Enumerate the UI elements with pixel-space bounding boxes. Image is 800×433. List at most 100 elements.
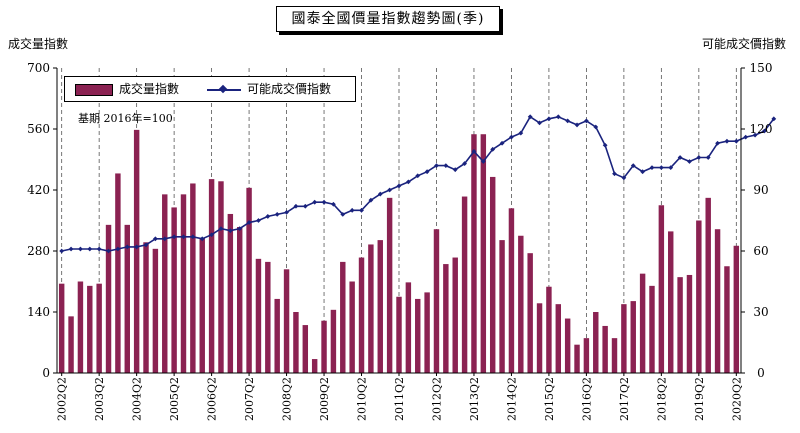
volume-bar [536, 303, 543, 373]
x-tick-label: 2007Q2 [243, 377, 256, 421]
volume-bar [171, 207, 177, 373]
price-point [115, 246, 121, 252]
x-tick-label: 2003Q2 [93, 377, 106, 421]
volume-bar [705, 197, 711, 373]
volume-bar [143, 242, 149, 373]
price-point [583, 118, 589, 124]
price-point [415, 173, 421, 179]
volume-bar [227, 213, 234, 373]
price-point [733, 138, 739, 144]
volume-bar [630, 301, 636, 373]
price-point [546, 116, 552, 122]
price-point [134, 244, 140, 250]
price-point [752, 132, 758, 138]
price-point [499, 140, 505, 146]
legend-item-volume: 成交量指數 [75, 77, 179, 101]
volume-bar [96, 283, 102, 373]
volume-bar [368, 244, 374, 373]
price-point [274, 212, 280, 217]
volume-bar [358, 257, 365, 373]
price-point [471, 148, 477, 154]
volume-bar [218, 181, 224, 373]
price-point [59, 248, 65, 254]
volume-bar [199, 237, 205, 373]
price-point [227, 228, 233, 234]
volume-bar [349, 281, 355, 373]
volume-bar [87, 285, 93, 373]
legend: 成交量指數 可能成交價指數 [64, 76, 356, 102]
price-point [621, 175, 627, 181]
price-point [359, 207, 364, 213]
volume-bar [124, 224, 130, 373]
volume-bar [499, 240, 505, 373]
volume-bar [611, 338, 618, 373]
volume-bar [405, 282, 412, 373]
volume-bar [733, 245, 740, 373]
x-tick-label: 2014Q2 [505, 377, 518, 421]
price-line [59, 114, 777, 254]
price-point [124, 244, 130, 250]
x-tick-label: 2018Q2 [655, 377, 668, 421]
price-point [377, 191, 383, 197]
line-marker-icon [207, 85, 241, 95]
volume-bar [208, 179, 215, 373]
volume-bar [546, 286, 552, 373]
price-point [668, 165, 674, 171]
volume-bar [461, 196, 468, 373]
x-tick-label: 2013Q2 [468, 377, 481, 421]
volume-bar [649, 285, 655, 373]
price-point [640, 169, 646, 175]
volume-bar [246, 187, 252, 373]
bar-swatch-icon [75, 83, 113, 96]
base-period-note: 基期 2016年=100 [78, 112, 173, 125]
price-point [209, 232, 215, 238]
volume-bar [152, 248, 159, 373]
legend-label-volume: 成交量指數 [119, 82, 180, 96]
price-point [181, 234, 186, 240]
price-point [443, 163, 449, 168]
volume-bar [714, 229, 721, 373]
volume-bar [162, 194, 168, 373]
price-point [199, 236, 205, 242]
left-tick-label: 140 [27, 305, 50, 319]
price-point [762, 128, 767, 134]
volume-bar [340, 261, 346, 373]
price-point [630, 163, 636, 168]
volume-bar [518, 235, 524, 373]
price-point [349, 207, 355, 213]
volume-bar [564, 318, 571, 373]
volume-bar [602, 325, 608, 373]
price-point [509, 134, 514, 140]
right-tick-label: 60 [753, 244, 768, 258]
price-point [658, 165, 664, 171]
volume-bar [68, 316, 74, 373]
volume-bar [190, 183, 196, 373]
x-tick-label: 2004Q2 [131, 377, 144, 421]
volume-bar [555, 304, 562, 373]
volume-bar [77, 281, 84, 373]
price-point [143, 242, 149, 248]
price-point [452, 167, 458, 173]
price-point [480, 159, 486, 164]
price-point [387, 187, 393, 193]
price-point [705, 155, 711, 160]
volume-bar [274, 298, 280, 373]
price-point [96, 246, 102, 252]
price-point [106, 248, 111, 254]
price-point [743, 134, 749, 140]
x-tick-label: 2009Q2 [318, 377, 331, 421]
price-point [293, 203, 299, 209]
x-tick-label: 2012Q2 [430, 377, 443, 421]
left-tick-label: 700 [27, 61, 50, 75]
x-tick-label: 2016Q2 [580, 377, 593, 421]
x-tick-label: 2019Q2 [693, 377, 706, 421]
axes [53, 67, 745, 376]
volume-bar [583, 338, 590, 373]
volume-bar [133, 129, 140, 373]
price-point [256, 218, 261, 223]
volume-bar [593, 312, 599, 373]
x-tick-label: 2015Q2 [543, 377, 556, 421]
price-point [555, 114, 561, 120]
volume-bar [180, 194, 187, 373]
volume-bar [58, 283, 65, 373]
